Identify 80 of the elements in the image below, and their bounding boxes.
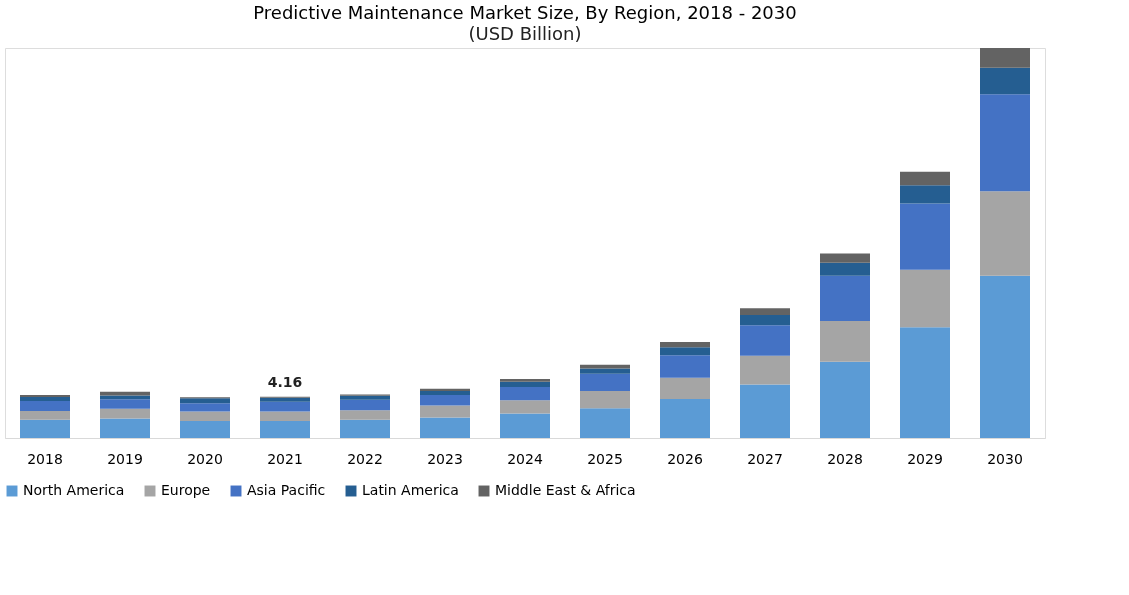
legend-label: Middle East & Africa xyxy=(495,482,636,498)
bar xyxy=(660,347,710,356)
bar xyxy=(20,396,70,401)
bar xyxy=(580,391,630,409)
bar xyxy=(340,419,390,438)
x-tick-label: 2022 xyxy=(347,450,383,467)
bar xyxy=(660,342,710,348)
x-tick-label: 2026 xyxy=(667,450,703,467)
legend-label: Europe xyxy=(161,482,211,498)
bar xyxy=(580,373,630,392)
bar xyxy=(980,191,1030,276)
bar xyxy=(820,321,870,362)
x-tick-label: 2027 xyxy=(747,450,783,467)
bar xyxy=(420,405,470,418)
bar xyxy=(580,364,630,369)
bar xyxy=(500,413,550,438)
bar xyxy=(100,418,150,438)
bar xyxy=(900,327,950,438)
bar xyxy=(180,403,230,412)
bar xyxy=(260,421,310,438)
legend-label: Latin America xyxy=(362,482,459,498)
bar xyxy=(580,368,630,374)
bar xyxy=(900,185,950,204)
bar xyxy=(420,417,470,438)
bar xyxy=(340,410,390,420)
x-tick-label: 2029 xyxy=(907,450,943,467)
bar xyxy=(340,399,390,411)
bar xyxy=(980,67,1030,95)
bar xyxy=(260,397,310,402)
x-tick-label: 2030 xyxy=(987,450,1023,467)
bar xyxy=(740,355,790,385)
x-tick-label: 2020 xyxy=(187,450,223,467)
bar xyxy=(580,408,630,438)
bar xyxy=(740,384,790,438)
bar xyxy=(740,314,790,326)
x-tick-label: 2028 xyxy=(827,450,863,467)
bar xyxy=(100,408,150,419)
chart-title: Predictive Maintenance Market Size, By Region, 2018 - 2030 xyxy=(253,2,797,23)
bar xyxy=(20,410,70,420)
bar xyxy=(20,400,70,411)
legend-label: North America xyxy=(23,482,125,498)
bar xyxy=(980,48,1030,68)
x-tick-label: 2024 xyxy=(507,450,543,467)
bar xyxy=(660,377,710,399)
chart-subtitle: (USD Billion) xyxy=(468,23,582,44)
x-tick-label: 2021 xyxy=(267,450,303,467)
bar xyxy=(820,262,870,276)
bar xyxy=(500,400,550,414)
x-tick-label: 2023 xyxy=(427,450,463,467)
bar xyxy=(980,94,1030,192)
x-tick-label: 2025 xyxy=(587,450,623,467)
bar xyxy=(340,395,390,400)
bar xyxy=(980,275,1030,438)
bar xyxy=(500,387,550,401)
bar xyxy=(420,391,470,396)
bar xyxy=(180,411,230,422)
bar xyxy=(900,269,950,328)
legend-label: Asia Pacific xyxy=(247,482,326,498)
bar xyxy=(740,308,790,315)
bar xyxy=(820,361,870,438)
bar xyxy=(660,355,710,378)
x-tick-label: 2018 xyxy=(27,450,63,467)
x-tick-label: 2019 xyxy=(107,450,143,467)
bar xyxy=(740,325,790,356)
bar xyxy=(100,399,150,409)
bar xyxy=(500,379,550,382)
bar xyxy=(260,411,310,422)
bar xyxy=(900,171,950,186)
bar xyxy=(900,203,950,270)
bar xyxy=(420,395,470,406)
bar xyxy=(180,421,230,438)
bar xyxy=(180,398,230,404)
bar xyxy=(500,381,550,388)
bar xyxy=(20,419,70,438)
bar xyxy=(260,401,310,412)
bar xyxy=(660,399,710,438)
bar xyxy=(820,253,870,263)
annotation: 4.16 xyxy=(267,373,303,390)
bar xyxy=(100,391,150,396)
bar xyxy=(820,275,870,322)
